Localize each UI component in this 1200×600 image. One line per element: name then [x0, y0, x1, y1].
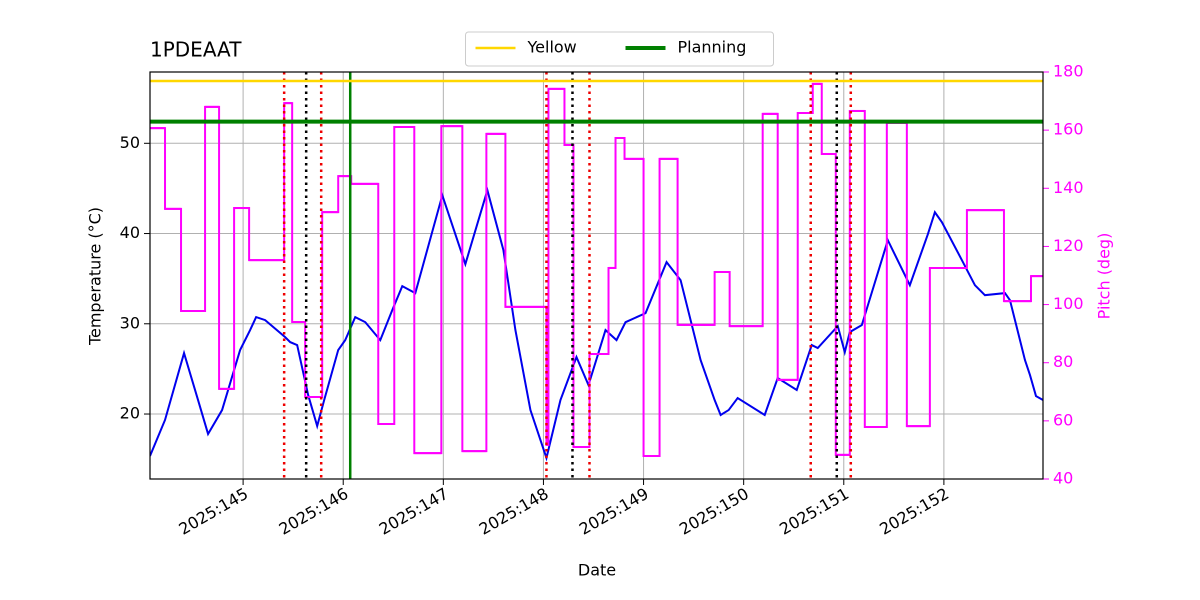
y2-tick-label: 160 — [1053, 120, 1084, 139]
y-tick-label: 40 — [120, 223, 140, 242]
legend-label: Yellow — [527, 38, 577, 57]
x-tick-label: 2025:145 — [175, 484, 251, 539]
step-connector — [150, 82, 1043, 458]
x-tick-label: 2025:151 — [776, 484, 852, 539]
x-tick-label: 2025:146 — [276, 484, 352, 539]
chart-title: 1PDEAAT — [150, 38, 242, 62]
temperature-line — [150, 186, 1043, 462]
x-tick-label: 2025:150 — [676, 484, 752, 539]
x-tick-label: 2025:149 — [576, 484, 652, 539]
y2-tick-label: 140 — [1053, 178, 1084, 197]
y2-axis-label: Pitch (deg) — [1095, 233, 1114, 320]
x-axis-label: Date — [578, 561, 616, 580]
y-tick-label: 50 — [120, 133, 140, 152]
y2-tick-label: 100 — [1053, 294, 1084, 313]
y2-tick-label: 40 — [1053, 469, 1073, 488]
y2-tick-label: 60 — [1053, 410, 1073, 429]
plot-area — [150, 72, 1043, 479]
y-axis-label: Temperature (°C) — [86, 207, 105, 346]
y2-tick-label: 180 — [1053, 62, 1084, 81]
x-tick-label: 2025:152 — [876, 484, 952, 539]
y2-tick-label: 80 — [1053, 352, 1073, 371]
y-tick-label: 20 — [120, 404, 140, 423]
legend-label: Planning — [678, 38, 747, 57]
x-tick-label: 2025:148 — [476, 484, 552, 539]
y2-tick-label: 120 — [1053, 236, 1084, 255]
x-tick-label: 2025:147 — [376, 484, 452, 539]
y-tick-label: 30 — [120, 313, 140, 332]
legend-box — [465, 31, 774, 67]
plot-frame — [149, 71, 1044, 480]
